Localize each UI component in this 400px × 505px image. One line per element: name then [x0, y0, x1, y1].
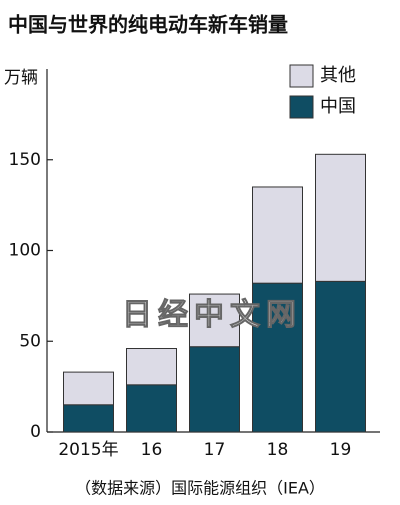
bar-segment: [252, 186, 303, 284]
legend-swatch: [289, 95, 314, 119]
x-tick-label: 2015年: [58, 440, 118, 460]
bar-segment: [252, 282, 303, 433]
bar-segment: [189, 346, 240, 433]
x-tick-label: 18: [267, 440, 289, 460]
y-tick-label: 150: [9, 150, 41, 170]
bar-segment: [189, 293, 240, 348]
bar-segment: [63, 404, 114, 433]
bar-segment: [63, 371, 114, 406]
y-axis-label: 万辆: [4, 68, 38, 88]
source: （数据来源）国际能源组织（IEA）: [75, 479, 325, 498]
bar-segment: [126, 348, 177, 386]
legend-swatch: [289, 64, 314, 88]
y-tick-label: 0: [30, 422, 41, 442]
legend-label: 其他: [320, 65, 356, 86]
x-tick-label: 19: [330, 440, 352, 460]
legend-label: 中国: [320, 96, 356, 117]
bar-segment: [315, 153, 366, 282]
watermark: 日经中文网: [122, 298, 302, 333]
y-tick-label: 50: [19, 331, 41, 351]
x-tick-label: 16: [141, 440, 163, 460]
y-tick-label: 100: [9, 241, 41, 261]
chart-title: 中国与世界的纯电动车新车销量: [8, 13, 288, 37]
x-tick-label: 17: [204, 440, 226, 460]
bar-segment: [315, 280, 366, 433]
bar-segment: [126, 384, 177, 433]
